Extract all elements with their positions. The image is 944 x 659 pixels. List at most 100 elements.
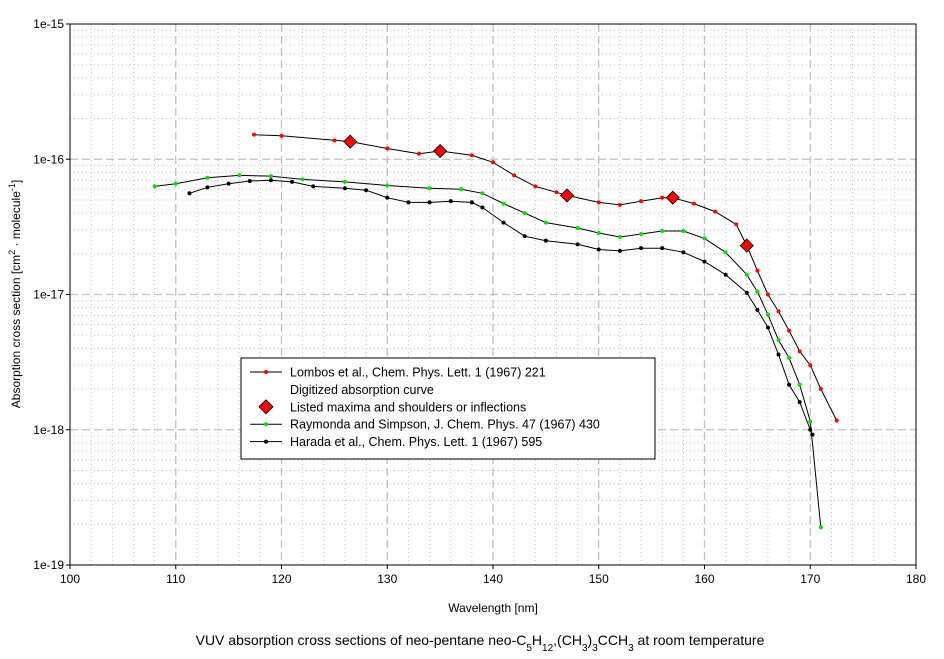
data-point bbox=[744, 272, 749, 277]
data-point bbox=[776, 352, 781, 357]
maximum-diamond bbox=[559, 188, 575, 203]
data-point bbox=[332, 138, 337, 143]
maxima-markers bbox=[343, 134, 754, 253]
data-point bbox=[596, 200, 601, 205]
text-part: 3 bbox=[628, 643, 634, 654]
x-tick-label: 100 bbox=[60, 572, 80, 586]
series-1 bbox=[152, 173, 823, 530]
text-part: 2 bbox=[7, 250, 17, 255]
data-point bbox=[744, 290, 749, 295]
data-point bbox=[247, 179, 252, 184]
data-point bbox=[713, 209, 718, 214]
y-axis: 1e-19 1e-18 1e-17 1e-16 1e-15 bbox=[33, 17, 70, 572]
x-tick-label: 150 bbox=[589, 572, 609, 586]
data-point bbox=[543, 238, 548, 243]
grid bbox=[70, 24, 916, 565]
data-point bbox=[173, 181, 178, 186]
data-point bbox=[765, 312, 770, 317]
text-part: H bbox=[532, 632, 542, 648]
data-point bbox=[596, 247, 601, 252]
data-point bbox=[364, 188, 369, 193]
text-part: ] bbox=[9, 180, 23, 183]
legend-point-icon bbox=[264, 422, 268, 427]
data-point bbox=[448, 199, 453, 204]
maximum-diamond bbox=[343, 134, 358, 149]
data-point bbox=[300, 177, 305, 182]
data-point bbox=[787, 355, 792, 360]
data-point bbox=[459, 187, 464, 192]
data-point bbox=[491, 160, 495, 165]
x-axis-label: Wavelength [nm] bbox=[448, 601, 538, 615]
maximum-diamond bbox=[739, 238, 754, 253]
data-point bbox=[776, 309, 781, 314]
text-part: 3 bbox=[582, 643, 588, 654]
chart-title: VUV absorption cross sections of neo-pen… bbox=[196, 632, 765, 654]
data-point bbox=[575, 226, 580, 231]
data-point bbox=[469, 153, 474, 158]
data-point bbox=[797, 349, 802, 354]
data-point bbox=[702, 236, 707, 241]
x-tick-label: 120 bbox=[271, 572, 291, 586]
x-axis: 100 110 120 130 140 150 160 170 180 bbox=[60, 565, 926, 586]
data-point bbox=[723, 250, 728, 255]
text-part: 3 bbox=[592, 643, 598, 654]
data-point bbox=[776, 338, 781, 343]
x-tick-label: 180 bbox=[906, 572, 926, 586]
data-point bbox=[385, 183, 390, 188]
data-point bbox=[268, 174, 273, 179]
data-point bbox=[660, 195, 665, 200]
y-axis-label: Absorption cross section [cm2 · molecule… bbox=[7, 180, 23, 408]
data-point bbox=[226, 181, 231, 186]
text-part: · molecule bbox=[9, 191, 23, 250]
data-point bbox=[187, 191, 192, 196]
data-point bbox=[734, 222, 739, 227]
series-line bbox=[189, 179, 813, 435]
data-point bbox=[797, 382, 802, 387]
data-point bbox=[501, 201, 506, 206]
series-line bbox=[253, 134, 838, 421]
data-point bbox=[554, 190, 559, 195]
text-part: 12 bbox=[542, 643, 554, 654]
text-part: Absorption cross section [cm bbox=[9, 255, 23, 408]
data-point bbox=[755, 289, 760, 294]
data-point bbox=[681, 250, 686, 255]
data-point bbox=[501, 220, 506, 225]
data-point bbox=[522, 211, 527, 216]
data-point bbox=[834, 418, 839, 423]
data-point bbox=[512, 173, 517, 178]
data-point bbox=[205, 175, 210, 180]
data-point bbox=[205, 185, 210, 190]
legend-point-icon bbox=[264, 439, 268, 444]
data-point bbox=[290, 179, 295, 184]
data-point bbox=[702, 259, 707, 264]
data-point bbox=[810, 432, 815, 437]
data-point bbox=[617, 248, 622, 253]
x-tick-label: 110 bbox=[166, 572, 185, 586]
maximum-diamond bbox=[665, 190, 680, 205]
data-point bbox=[268, 178, 273, 183]
data-point bbox=[311, 184, 316, 189]
legend-label: Raymonda and Simpson, J. Chem. Phys. 47 … bbox=[290, 418, 600, 432]
data-point bbox=[252, 132, 257, 137]
data-point bbox=[755, 268, 760, 273]
data-point bbox=[617, 235, 622, 240]
data-point bbox=[755, 307, 760, 312]
legend-point-icon bbox=[264, 370, 268, 374]
data-point bbox=[543, 220, 548, 225]
series-line bbox=[154, 174, 822, 528]
data-point bbox=[385, 195, 390, 200]
series-group bbox=[152, 132, 839, 530]
data-point bbox=[787, 382, 792, 387]
text-part: -1 bbox=[7, 183, 17, 191]
x-tick-label: 170 bbox=[800, 572, 820, 586]
data-point bbox=[480, 191, 485, 196]
data-point bbox=[808, 363, 813, 368]
y-tick-label: 1e-18 bbox=[33, 423, 64, 437]
legend-label: Digitized absorption curve bbox=[290, 383, 434, 397]
data-point bbox=[681, 228, 686, 233]
legend-label: Lombos et al., Chem. Phys. Lett. 1 (1967… bbox=[290, 366, 546, 380]
data-point bbox=[660, 228, 665, 233]
y-tick-label: 1e-15 bbox=[33, 17, 64, 31]
legend: Lombos et al., Chem. Phys. Lett. 1 (1967… bbox=[240, 357, 656, 460]
